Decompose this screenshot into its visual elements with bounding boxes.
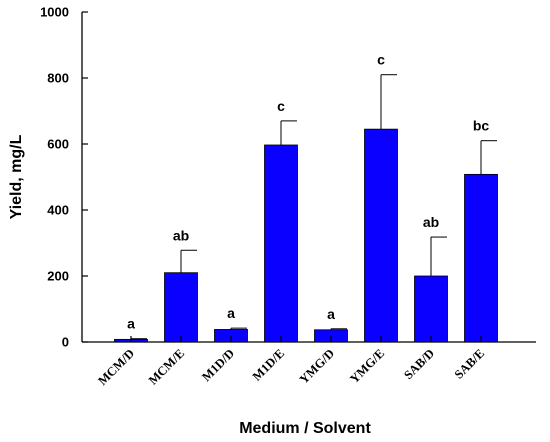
x-axis-ticks: MCM/D MCM/E M1D/D M1D/E YMG/D YMG/E SAB/D SAB/E xyxy=(95,336,487,388)
significance-label: a xyxy=(127,316,135,332)
significance-label: c xyxy=(277,98,285,114)
y-axis-ticks: 0 200 400 600 800 1000 xyxy=(40,5,88,350)
significance-label: a xyxy=(327,306,335,322)
bar xyxy=(414,275,448,343)
bar xyxy=(464,173,498,343)
x-tick-label: MCM/D xyxy=(95,346,137,388)
x-tick-label: M1D/D xyxy=(199,346,237,384)
bar xyxy=(364,128,398,343)
significance-label: ab xyxy=(423,214,439,230)
x-tick-label: YMG/E xyxy=(347,346,387,386)
bars: a ab a c a c ab bc xyxy=(114,52,498,343)
x-tick-label: SAB/D xyxy=(401,346,437,382)
significance-label: a xyxy=(227,305,235,321)
y-tick-label: 1000 xyxy=(40,5,69,20)
x-tick-label: YMG/D xyxy=(297,346,337,386)
y-tick-label: 0 xyxy=(62,335,69,350)
y-tick-label: 800 xyxy=(47,71,69,86)
y-tick-label: 400 xyxy=(47,203,69,218)
x-tick-label: M1D/E xyxy=(250,346,287,383)
y-tick-label: 600 xyxy=(47,137,69,152)
x-tick-label: MCM/E xyxy=(146,346,187,387)
axes xyxy=(81,12,536,343)
bar xyxy=(164,272,198,343)
y-axis-title: Yield, mg/L xyxy=(8,134,25,219)
y-tick-label: 200 xyxy=(47,269,69,284)
significance-label: ab xyxy=(173,227,189,243)
bar xyxy=(264,144,298,343)
significance-label: bc xyxy=(473,118,490,134)
x-tick-label: SAB/E xyxy=(452,346,487,381)
x-axis-title: Medium / Solvent xyxy=(239,420,371,437)
significance-label: c xyxy=(377,52,385,68)
